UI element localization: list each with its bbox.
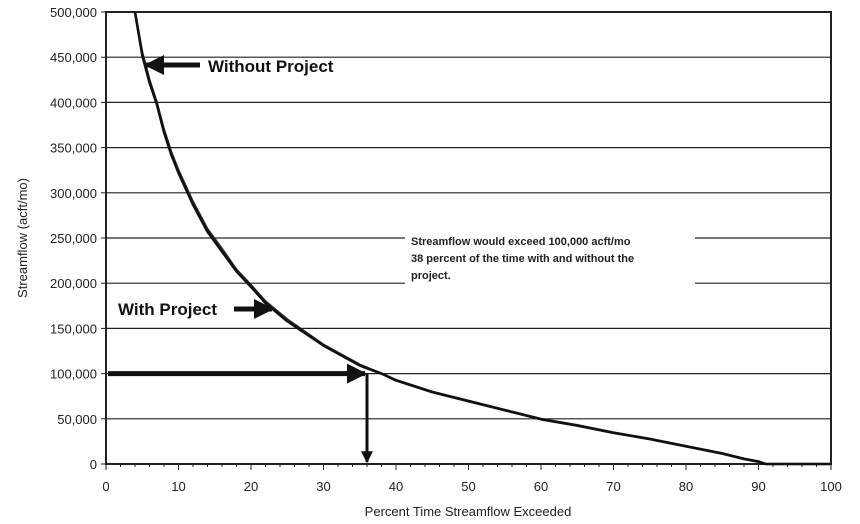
x-tick-label: 20 <box>244 479 258 494</box>
series-with-project-line <box>133 11 831 466</box>
y-tick-label: 300,000 <box>50 186 97 201</box>
x-tick-label: 50 <box>461 479 475 494</box>
x-tick-label: 60 <box>534 479 548 494</box>
x-tick-label: 30 <box>316 479 330 494</box>
x-axis: 0 10 20 30 40 50 60 70 80 90 100 <box>102 464 842 494</box>
y-tick-label: 250,000 <box>50 231 97 246</box>
x-tick-label: 70 <box>606 479 620 494</box>
x-tick-label: 40 <box>389 479 403 494</box>
x-tick-label: 100 <box>820 479 842 494</box>
note-background <box>405 232 695 288</box>
note-line-2: 38 percent of the time with and without … <box>411 253 634 265</box>
y-axis-title: Streamflow (acft/mo) <box>15 178 30 298</box>
y-tick-label: 350,000 <box>50 141 97 156</box>
y-tick-label: 50,000 <box>57 412 97 427</box>
y-tick-label: 400,000 <box>50 95 97 110</box>
y-tick-label: 150,000 <box>50 321 97 336</box>
reference-arrows <box>108 363 373 464</box>
y-tick-label: 100,000 <box>50 367 97 382</box>
y-tick-label: 200,000 <box>50 276 97 291</box>
x-tick-label: 10 <box>171 479 185 494</box>
x-tick-label: 0 <box>102 479 109 494</box>
with-project-label: With Project <box>118 300 217 319</box>
x-tick-label: 90 <box>751 479 765 494</box>
without-project-label: Without Project <box>208 57 334 76</box>
x-tick-label: 80 <box>679 479 693 494</box>
note-line-1: Streamflow would exceed 100,000 acft/mo <box>411 236 631 248</box>
y-axis: 0 50,000 100,000 150,000 200,000 250,000 300,0… <box>50 5 106 472</box>
y-tick-label: 0 <box>90 457 97 472</box>
x-axis-title: Percent Time Streamflow Exceeded <box>365 504 572 519</box>
y-tick-label: 450,000 <box>50 50 97 65</box>
note-line-3: project. <box>411 270 451 282</box>
y-tick-label: 500,000 <box>50 5 97 20</box>
series-group <box>133 11 831 466</box>
